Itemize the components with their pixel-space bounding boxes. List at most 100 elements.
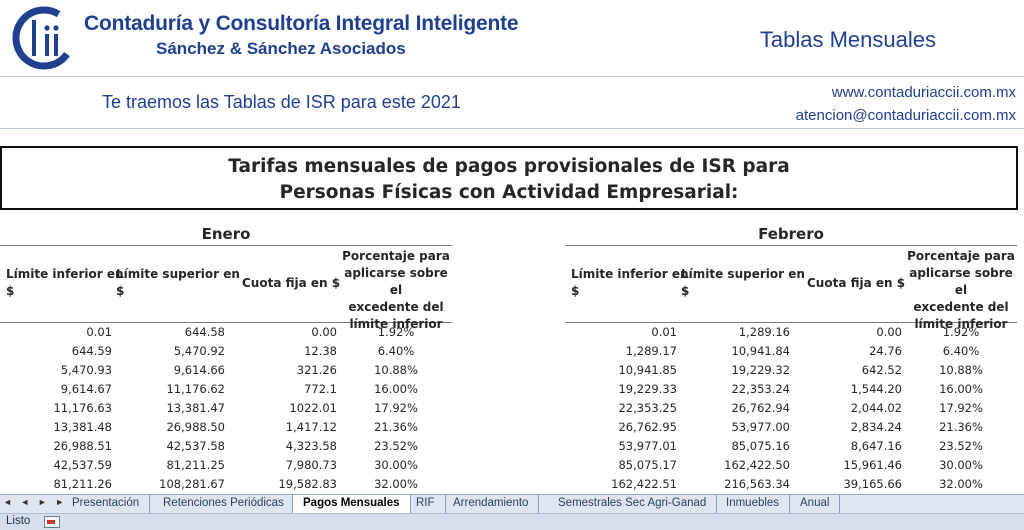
cell-fixed-fee[interactable]: 1022.01 — [289, 401, 337, 415]
cell-upper-limit[interactable]: 85,075.16 — [731, 439, 790, 453]
cell-percentage[interactable]: 30.00% — [374, 458, 418, 472]
header-lower-limit: Límite inferior en $ — [571, 267, 689, 298]
cell-upper-limit[interactable]: 5,470.92 — [173, 344, 225, 358]
cell-fixed-fee[interactable]: 772.1 — [304, 382, 337, 396]
cell-upper-limit[interactable]: 26,762.94 — [731, 401, 790, 415]
macro-record-icon[interactable] — [44, 516, 60, 528]
cell-percentage[interactable]: 10.88% — [939, 363, 983, 377]
cell-lower-limit[interactable]: 5,470.93 — [60, 363, 112, 377]
cell-fixed-fee[interactable]: 15,961.46 — [843, 458, 902, 472]
sheet-tab-retenciones[interactable]: Retenciones Periódicas — [153, 495, 295, 513]
cell-fixed-fee[interactable]: 4,323.58 — [285, 439, 337, 453]
cell-percentage[interactable]: 17.92% — [374, 401, 418, 415]
cell-lower-limit[interactable]: 1,289.17 — [625, 344, 677, 358]
header-lower-limit: Límite inferior en $ — [6, 267, 124, 298]
cell-fixed-fee[interactable]: 0.00 — [311, 325, 337, 339]
cell-upper-limit[interactable]: 9,614.66 — [173, 363, 225, 377]
cell-upper-limit[interactable]: 108,281.67 — [159, 477, 225, 491]
cell-fixed-fee[interactable]: 12.38 — [304, 344, 337, 358]
cell-percentage[interactable]: 21.36% — [939, 420, 983, 434]
cell-fixed-fee[interactable]: 642.52 — [861, 363, 902, 377]
table-row: 19,229.33 22,353.24 1,544.20 16.00% — [565, 380, 1017, 399]
sheet-tab-anual[interactable]: Anual — [790, 495, 841, 513]
cell-lower-limit[interactable]: 42,537.59 — [53, 458, 112, 472]
sheet-tab-inmuebles[interactable]: Inmuebles — [716, 495, 791, 513]
table-row: 5,470.93 9,614.66 321.26 10.88% — [0, 361, 452, 380]
cell-lower-limit[interactable]: 22,353.25 — [618, 401, 677, 415]
cell-fixed-fee[interactable]: 24.76 — [869, 344, 902, 358]
cell-percentage[interactable]: 30.00% — [939, 458, 983, 472]
cell-fixed-fee[interactable]: 19,582.83 — [278, 477, 337, 491]
cell-lower-limit[interactable]: 26,762.95 — [618, 420, 677, 434]
sheet-tab-pagos-mensuales[interactable]: Pagos Mensuales — [292, 495, 411, 513]
cell-percentage[interactable]: 17.92% — [939, 401, 983, 415]
cell-lower-limit[interactable]: 13,381.48 — [53, 420, 112, 434]
status-bar: Listo — [0, 513, 1024, 530]
website-link[interactable]: www.contaduriaccii.com.mx — [831, 84, 1016, 101]
table-row: 26,762.95 53,977.00 2,834.24 21.36% — [565, 418, 1017, 437]
cell-percentage[interactable]: 6.40% — [942, 344, 980, 358]
cell-upper-limit[interactable]: 11,176.62 — [166, 382, 225, 396]
cell-upper-limit[interactable]: 644.58 — [184, 325, 225, 339]
table-row: 81,211.26 108,281.67 19,582.83 32.00% — [0, 475, 452, 494]
cell-percentage[interactable]: 6.40% — [377, 344, 415, 358]
table-row: 13,381.48 26,988.50 1,417.12 21.36% — [0, 418, 452, 437]
table-title-line2: Personas Físicas con Actividad Empresari… — [279, 182, 739, 203]
cell-upper-limit[interactable]: 81,211.25 — [166, 458, 225, 472]
cell-fixed-fee[interactable]: 321.26 — [296, 363, 337, 377]
table-row: 10,941.85 19,229.32 642.52 10.88% — [565, 361, 1017, 380]
cell-fixed-fee[interactable]: 7,980.73 — [285, 458, 337, 472]
cell-fixed-fee[interactable]: 1,417.12 — [285, 420, 337, 434]
cell-percentage[interactable]: 1.92% — [942, 325, 980, 339]
cell-upper-limit[interactable]: 42,537.58 — [166, 439, 225, 453]
cell-upper-limit[interactable]: 10,941.84 — [731, 344, 790, 358]
cell-fixed-fee[interactable]: 0.00 — [876, 325, 902, 339]
email-link[interactable]: atencion@contaduriaccii.com.mx — [795, 107, 1016, 124]
cell-upper-limit[interactable]: 216,563.34 — [724, 477, 790, 491]
cell-percentage[interactable]: 32.00% — [939, 477, 983, 491]
sheet-nav-buttons[interactable]: ◄ ◄ ► ► — [3, 497, 68, 507]
cell-percentage[interactable]: 23.52% — [374, 439, 418, 453]
sheet-tab-presentacion[interactable]: Presentación — [62, 495, 151, 513]
cell-lower-limit[interactable]: 162,422.51 — [611, 477, 677, 491]
cell-percentage[interactable]: 16.00% — [939, 382, 983, 396]
cell-lower-limit[interactable]: 0.01 — [86, 325, 112, 339]
cell-percentage[interactable]: 10.88% — [374, 363, 418, 377]
cell-lower-limit[interactable]: 53,977.01 — [618, 439, 677, 453]
cell-lower-limit[interactable]: 644.59 — [71, 344, 112, 358]
header-upper-limit: Límite superior en $ — [681, 267, 805, 298]
cell-percentage[interactable]: 21.36% — [374, 420, 418, 434]
cell-lower-limit[interactable]: 11,176.63 — [53, 401, 112, 415]
sheet-tab-rif[interactable]: RIF — [406, 495, 446, 513]
cell-upper-limit[interactable]: 13,381.47 — [166, 401, 225, 415]
cell-fixed-fee[interactable]: 1,544.20 — [850, 382, 902, 396]
cell-upper-limit[interactable]: 19,229.32 — [731, 363, 790, 377]
cell-upper-limit[interactable]: 53,977.00 — [731, 420, 790, 434]
cell-lower-limit[interactable]: 19,229.33 — [618, 382, 677, 396]
cell-upper-limit[interactable]: 22,353.24 — [731, 382, 790, 396]
sheet-tab-semestrales[interactable]: Semestrales Sec Agri-Ganad — [548, 495, 718, 513]
cell-lower-limit[interactable]: 0.01 — [651, 325, 677, 339]
cell-lower-limit[interactable]: 81,211.26 — [53, 477, 112, 491]
cell-fixed-fee[interactable]: 39,165.66 — [843, 477, 902, 491]
table-row: 0.01 1,289.16 0.00 1.92% — [565, 323, 1017, 342]
cell-percentage[interactable]: 23.52% — [939, 439, 983, 453]
cell-lower-limit[interactable]: 26,988.51 — [53, 439, 112, 453]
cell-fixed-fee[interactable]: 2,834.24 — [850, 420, 902, 434]
cell-fixed-fee[interactable]: 2,044.02 — [850, 401, 902, 415]
cell-percentage[interactable]: 16.00% — [374, 382, 418, 396]
cell-upper-limit[interactable]: 1,289.16 — [738, 325, 790, 339]
cell-percentage[interactable]: 1.92% — [377, 325, 415, 339]
header-percentage: Porcentaje para aplicarse sobre el exced… — [342, 249, 450, 331]
sheet-tab-arrendamiento[interactable]: Arrendamiento — [443, 495, 540, 513]
cell-lower-limit[interactable]: 9,614.67 — [60, 382, 112, 396]
cell-fixed-fee[interactable]: 8,647.16 — [850, 439, 902, 453]
cell-lower-limit[interactable]: 10,941.85 — [618, 363, 677, 377]
header-percentage: Porcentaje para aplicarse sobre el exced… — [907, 249, 1015, 331]
cell-upper-limit[interactable]: 26,988.50 — [166, 420, 225, 434]
tagline-divider — [0, 128, 1024, 129]
cell-upper-limit[interactable]: 162,422.50 — [724, 458, 790, 472]
cell-lower-limit[interactable]: 85,075.17 — [618, 458, 677, 472]
table-row: 26,988.51 42,537.58 4,323.58 23.52% — [0, 437, 452, 456]
cell-percentage[interactable]: 32.00% — [374, 477, 418, 491]
